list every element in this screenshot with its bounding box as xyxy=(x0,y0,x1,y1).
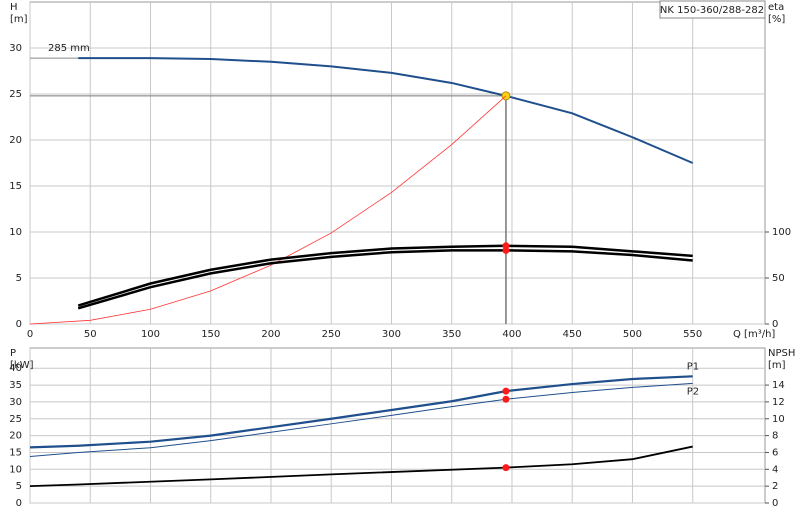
x-tick-label: 250 xyxy=(322,329,341,340)
y-tick-label: 10 xyxy=(9,464,22,475)
x-tick-label: 450 xyxy=(563,329,582,340)
plot-area xyxy=(29,347,766,504)
x-tick-label: 200 xyxy=(261,329,280,340)
y2-tick-label: 2 xyxy=(772,481,778,492)
y-tick-label: 15 xyxy=(9,447,22,458)
y-axis-unit: [kW] xyxy=(10,360,34,371)
y2-tick-label: 14 xyxy=(772,380,785,391)
y2-tick-label: 0 xyxy=(772,319,778,330)
y-tick-label: 0 xyxy=(16,498,22,509)
x-axis-label: Q [m³/h] xyxy=(733,329,775,340)
y2-tick-label: 12 xyxy=(772,397,785,408)
curve xyxy=(29,445,693,488)
curve-label: 285 mm xyxy=(48,43,90,54)
y2-tick-label: 4 xyxy=(772,464,778,475)
y2-tick-label: 50 xyxy=(772,273,785,284)
curve-label: P2 xyxy=(687,386,699,397)
x-tick-label: 350 xyxy=(442,329,461,340)
y2-tick-label: 0 xyxy=(772,498,778,509)
y2-axis-label: eta xyxy=(768,2,784,13)
y-tick-label: 30 xyxy=(9,397,22,408)
curve xyxy=(77,249,693,310)
x-tick-label: 500 xyxy=(623,329,642,340)
curve-label: P1 xyxy=(687,361,699,372)
curve xyxy=(78,57,694,164)
x-tick-label: 550 xyxy=(683,329,702,340)
y-tick-label: 0 xyxy=(16,319,22,330)
y2-axis-unit: [%] xyxy=(768,14,785,25)
y2-tick-label: 10 xyxy=(772,414,785,425)
y-tick-label: 40 xyxy=(9,363,22,374)
x-tick-label: 400 xyxy=(502,329,521,340)
y-tick-label: 25 xyxy=(9,89,22,100)
x-tick-label: 300 xyxy=(382,329,401,340)
duty-marker xyxy=(502,464,510,472)
y-tick-label: 20 xyxy=(9,135,22,146)
y2-axis-unit: [m] xyxy=(768,360,786,371)
y-axis-label: H xyxy=(10,2,18,13)
curve xyxy=(29,382,693,457)
curve xyxy=(29,375,693,449)
y-tick-label: 15 xyxy=(9,181,22,192)
y2-tick-label: 100 xyxy=(772,227,791,238)
y-tick-label: 25 xyxy=(9,414,22,425)
y-tick-label: 20 xyxy=(9,431,22,442)
y-tick-label: 30 xyxy=(9,43,22,54)
title-box xyxy=(659,0,766,19)
x-tick-label: 100 xyxy=(141,329,160,340)
x-tick-label: 50 xyxy=(84,329,97,340)
curve xyxy=(77,244,693,307)
duty-marker xyxy=(502,246,510,254)
y2-axis-label: NPSH xyxy=(768,348,795,359)
y-axis-label: P xyxy=(10,348,16,359)
curve xyxy=(29,95,507,325)
y2-tick-label: 6 xyxy=(772,447,778,458)
x-tick-label: 0 xyxy=(27,329,33,340)
y-tick-label: 35 xyxy=(9,380,22,391)
y-axis-unit: [m] xyxy=(10,14,28,25)
duty-marker xyxy=(502,395,510,403)
y2-tick-label: 8 xyxy=(772,431,778,442)
y-tick-label: 5 xyxy=(16,481,22,492)
plot-area xyxy=(29,1,766,325)
y-tick-label: 5 xyxy=(16,273,22,284)
chart-title: NK 150-360/288-282 xyxy=(660,5,764,16)
x-tick-label: 150 xyxy=(201,329,220,340)
y-tick-label: 10 xyxy=(9,227,22,238)
duty-marker xyxy=(502,387,510,395)
